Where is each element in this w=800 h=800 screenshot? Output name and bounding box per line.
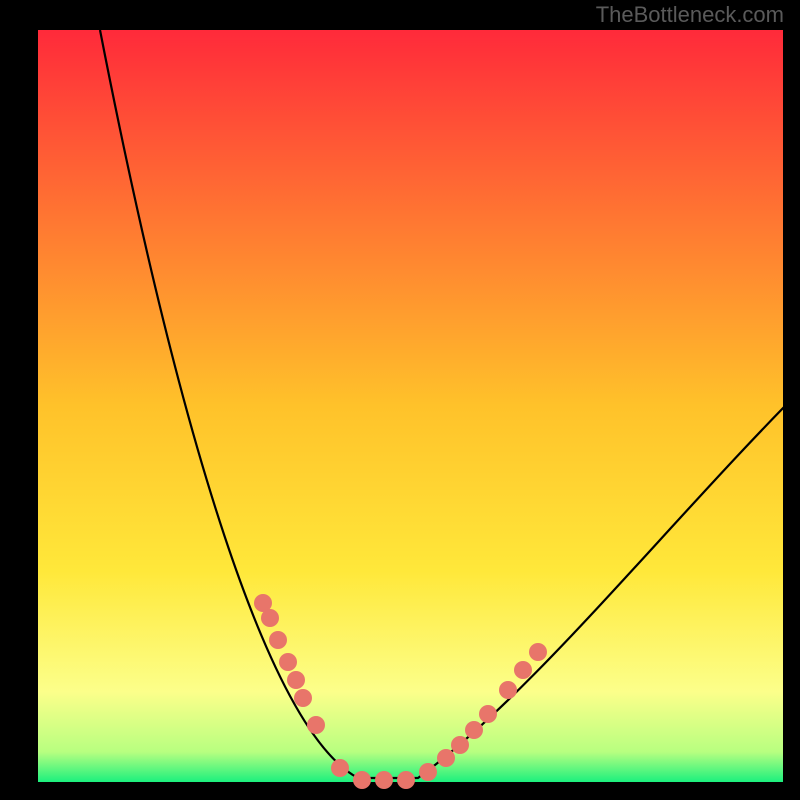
chart-frame: TheBottleneck.com [0, 0, 800, 800]
data-point [397, 771, 415, 789]
data-point [294, 689, 312, 707]
data-point [479, 705, 497, 723]
data-point [287, 671, 305, 689]
data-point [279, 653, 297, 671]
data-point [331, 759, 349, 777]
data-point [514, 661, 532, 679]
data-point [451, 736, 469, 754]
data-point [353, 771, 371, 789]
watermark-text: TheBottleneck.com [596, 2, 784, 28]
data-point [499, 681, 517, 699]
data-point [465, 721, 483, 739]
dots-layer [38, 30, 783, 782]
data-point [375, 771, 393, 789]
data-point [307, 716, 325, 734]
data-point [261, 609, 279, 627]
data-point [269, 631, 287, 649]
data-point [529, 643, 547, 661]
data-point [419, 763, 437, 781]
data-point [437, 749, 455, 767]
